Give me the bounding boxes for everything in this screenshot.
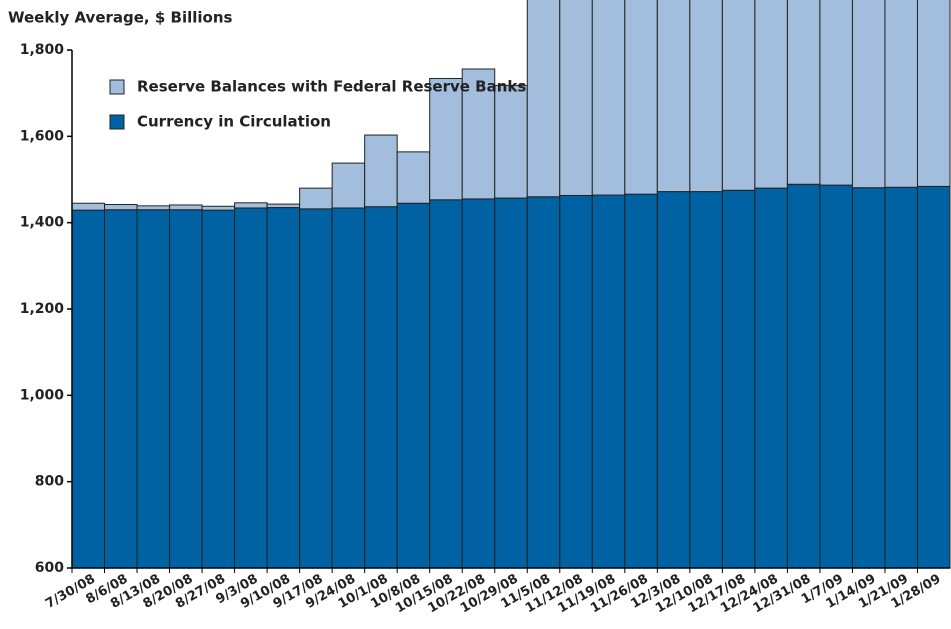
y-tick-label: 600 [35,560,64,576]
bar-segment [916,0,951,187]
bar-segment [234,207,268,569]
bar-segment [396,202,431,569]
bar-segment [851,0,886,189]
legend-label: Currency in Circulation [137,113,331,131]
bar-segment [494,197,528,569]
y-tick-label: 1,800 [20,42,65,58]
legend-swatch [109,114,125,130]
bar-segment [591,0,626,196]
bar-segment [299,187,333,210]
bar-segment [786,183,821,569]
bar-segment [364,206,398,569]
chart-title: Weekly Average, $ Billions [8,9,232,27]
bar-segment [754,187,788,569]
bar-segment [656,0,691,193]
bar-segment [169,209,203,569]
bar-segment [591,194,626,569]
bar-segment [754,0,788,189]
legend-label: Reserve Balances with Federal Reserve Ba… [137,78,526,96]
bar-segment [71,202,106,211]
bar-segment [104,204,138,211]
y-tick-label: 1,400 [20,215,65,231]
bar-segment [624,193,658,569]
bar-segment [721,0,756,191]
bar-segment [559,0,593,196]
bar-segment [136,205,171,211]
bar-segment [429,199,463,569]
bar-segment [71,209,106,569]
bar-segment [266,207,301,569]
bar-segment [526,196,561,569]
bar-segment [689,191,723,569]
bar-segment [819,0,853,186]
bar-segment [559,194,593,569]
bar-segment [786,0,821,185]
bar-segment [494,84,528,199]
y-tick-label: 1,200 [20,301,65,317]
bar-segment [234,202,268,209]
bar-segment [624,0,658,195]
bar-segment [461,198,496,569]
bar-segment [851,187,886,569]
legend-swatch [109,79,125,95]
bar-segment [429,77,463,201]
bar-segment [819,184,853,569]
bar-segment [884,186,918,569]
bar-segment [266,203,301,209]
y-tick-label: 1,000 [20,387,65,403]
y-tick-label: 800 [35,474,64,490]
bar-segment [331,207,366,569]
bar-segment [526,0,561,198]
y-tick-label: 1,600 [20,128,65,144]
bar-segment [461,68,496,200]
bar-segment [169,204,203,211]
bar-segment [331,162,366,209]
bar-segment [201,205,236,211]
bar-segment [396,151,431,204]
bar-segment [299,208,333,569]
bar-segment [916,185,951,569]
bar-segment [104,209,138,569]
bar-segment [364,134,398,208]
bar-segment [201,209,236,569]
bar-segment [884,0,918,188]
bar-segment [136,209,171,569]
bar-segment [689,0,723,193]
bar-segment [656,191,691,569]
bar-segment [721,189,756,569]
